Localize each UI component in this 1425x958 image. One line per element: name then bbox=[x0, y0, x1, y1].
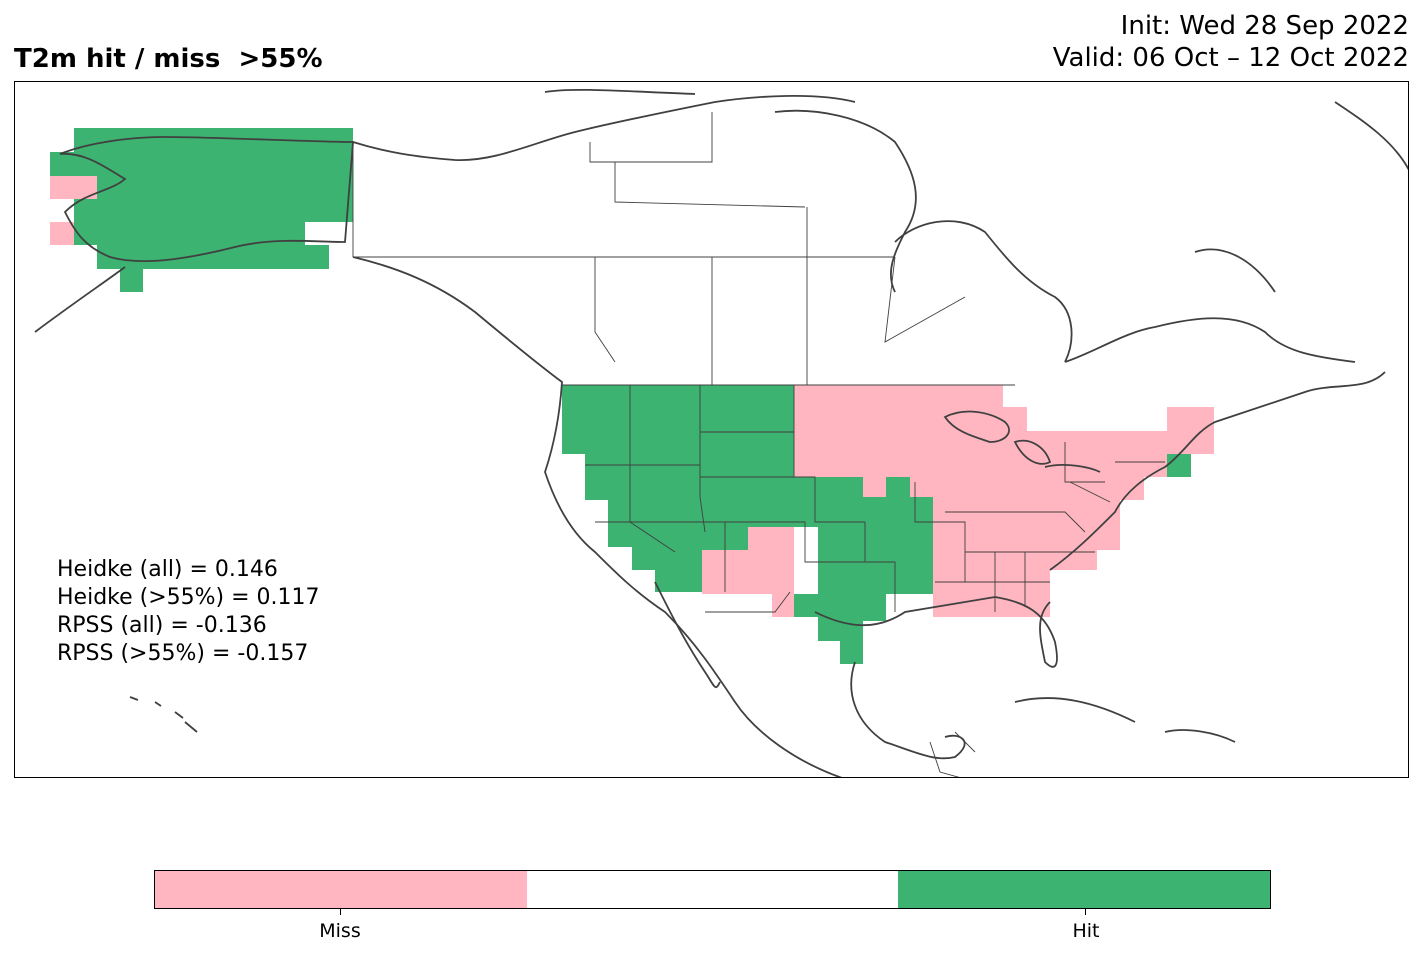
miss-region bbox=[50, 222, 74, 245]
coastlines bbox=[34, 88, 1408, 777]
colorbar-hit bbox=[898, 871, 1271, 908]
colorbar-miss bbox=[155, 871, 527, 908]
hit-region bbox=[562, 385, 933, 664]
rpss-55: RPSS (>55%) = -0.157 bbox=[57, 641, 309, 666]
map-title: T2m hit / miss >55% bbox=[14, 44, 323, 74]
skill-scores: Heidke (all) = 0.146 Heidke (>55%) = 0.1… bbox=[57, 556, 320, 668]
hit-region bbox=[1167, 454, 1191, 477]
heidke-all: Heidke (all) = 0.146 bbox=[57, 557, 278, 582]
date-info: Init: Wed 28 Sep 2022 Valid: 06 Oct – 12… bbox=[1053, 10, 1409, 74]
colorbar-tick-hit bbox=[1085, 909, 1086, 915]
colorbar bbox=[154, 870, 1271, 909]
colorbar-label-miss: Miss bbox=[319, 920, 361, 942]
colorbar-label-hit: Hit bbox=[1072, 920, 1100, 942]
init-date: Init: Wed 28 Sep 2022 bbox=[1120, 11, 1409, 41]
rpss-all: RPSS (all) = -0.136 bbox=[57, 613, 267, 638]
borders bbox=[352, 112, 1165, 777]
miss-region bbox=[50, 176, 97, 199]
colorbar-neutral bbox=[526, 871, 899, 908]
alaska-cells bbox=[50, 128, 353, 292]
valid-range: Valid: 06 Oct – 12 Oct 2022 bbox=[1052, 43, 1409, 73]
heidke-55: Heidke (>55%) = 0.117 bbox=[57, 585, 320, 610]
hit-region bbox=[50, 128, 353, 292]
east-cells bbox=[702, 385, 1214, 617]
miss-region bbox=[794, 385, 1191, 617]
miss-region bbox=[1167, 407, 1214, 454]
colorbar-tick-miss bbox=[340, 909, 341, 915]
map-panel bbox=[14, 81, 1409, 778]
map-canvas bbox=[34, 88, 1408, 777]
miss-region bbox=[772, 592, 794, 617]
